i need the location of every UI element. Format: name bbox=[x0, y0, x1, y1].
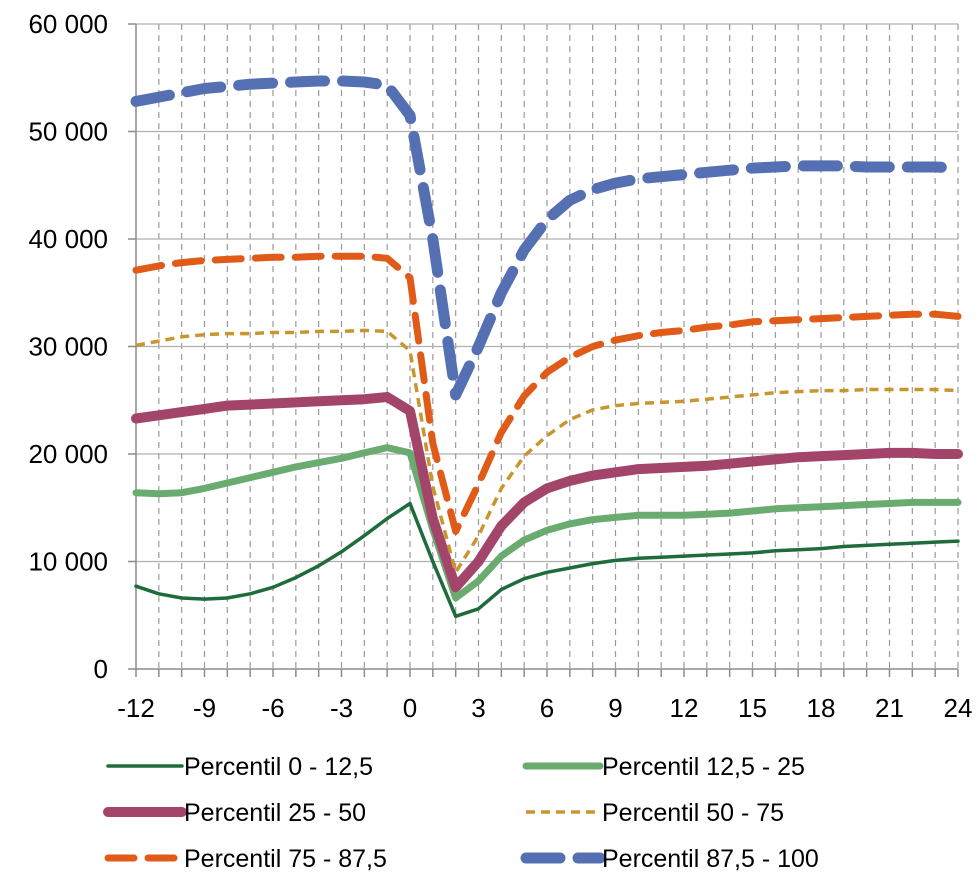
x-axis-tick-labels: -12 -9 -6 -3 0 3 6 9 12 15 18 21 24 bbox=[117, 693, 972, 723]
legend-label-2: Percentil 12,5 - 25 bbox=[602, 753, 805, 781]
x-tick-label: 3 bbox=[471, 693, 485, 723]
legend-label-1: Percentil 0 - 12,5 bbox=[184, 753, 373, 781]
y-tick-label: 40 000 bbox=[28, 224, 108, 254]
y-tick-label: 30 000 bbox=[28, 332, 108, 362]
series-lines bbox=[130, 75, 964, 619]
y-axis-tick-labels: 0 10 000 20 000 30 000 40 000 50 000 60 000 bbox=[28, 9, 108, 684]
axes bbox=[128, 23, 959, 677]
x-tick-label: 21 bbox=[875, 693, 904, 723]
x-tick-label: 0 bbox=[403, 693, 417, 723]
x-tick-label: 24 bbox=[944, 693, 973, 723]
x-tick-label: -3 bbox=[330, 693, 353, 723]
x-tick-label: -9 bbox=[193, 693, 216, 723]
legend-label-4: Percentil 50 - 75 bbox=[602, 799, 784, 827]
y-tick-label: 20 000 bbox=[28, 439, 108, 469]
legend: Percentil 0 - 12,5 Percentil 12,5 - 25 Per… bbox=[103, 753, 819, 873]
y-tick-label: 10 000 bbox=[28, 547, 108, 577]
x-tick-label: -12 bbox=[117, 693, 155, 723]
x-tick-label: 6 bbox=[540, 693, 554, 723]
legend-label-6: Percentil 87,5 - 100 bbox=[602, 845, 819, 873]
y-tick-label: 50 000 bbox=[28, 117, 108, 147]
legend-label-5: Percentil 75 - 87,5 bbox=[184, 845, 387, 873]
x-tick-label: 9 bbox=[608, 693, 622, 723]
y-tick-label: 60 000 bbox=[28, 9, 108, 39]
series-line-6 bbox=[130, 75, 964, 401]
series-line-3 bbox=[131, 392, 963, 593]
x-tick-label: -6 bbox=[261, 693, 284, 723]
series-line-1 bbox=[134, 501, 960, 619]
y-tick-label: 0 bbox=[94, 654, 108, 684]
series-line-5 bbox=[132, 252, 962, 535]
series-line-2 bbox=[132, 444, 962, 602]
x-tick-label: 15 bbox=[738, 693, 767, 723]
legend-label-3: Percentil 25 - 50 bbox=[184, 799, 366, 827]
x-tick-label: 18 bbox=[807, 693, 836, 723]
series-line-4 bbox=[135, 328, 959, 575]
x-tick-label: 12 bbox=[670, 693, 699, 723]
